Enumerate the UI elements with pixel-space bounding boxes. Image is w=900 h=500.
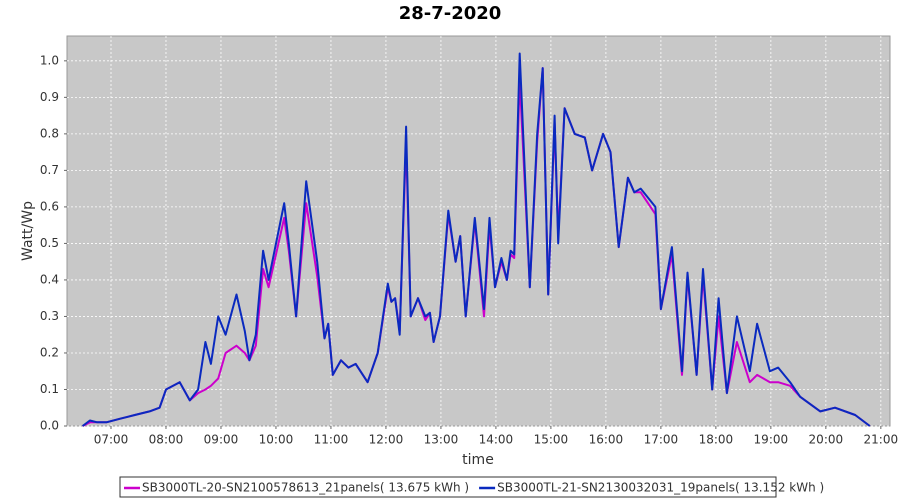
x-tick-label: 13:00 xyxy=(424,433,459,447)
legend-label: SB3000TL-20-SN2100578613_21panels( 13.67… xyxy=(142,481,469,495)
y-axis-label: Watt/Wp xyxy=(20,201,36,261)
y-tick-label: 0.1 xyxy=(40,382,59,396)
plot-area xyxy=(66,35,891,427)
x-tick-label: 11:00 xyxy=(314,433,349,447)
x-tick-label: 16:00 xyxy=(589,433,624,447)
x-tick-label: 12:00 xyxy=(369,433,404,447)
y-tick-label: 0.7 xyxy=(40,163,59,177)
legend xyxy=(119,476,777,498)
y-tick-label: 1.0 xyxy=(40,53,59,67)
series-line xyxy=(81,52,871,427)
y-tick-label: 0.5 xyxy=(40,236,59,250)
chart-title: 28-7-2020 xyxy=(399,3,502,24)
x-axis-label: time xyxy=(462,452,494,468)
x-tick-label: 21:00 xyxy=(864,433,899,447)
x-tick-label: 07:00 xyxy=(94,433,129,447)
x-tick-label: 10:00 xyxy=(259,433,294,447)
x-tick-label: 18:00 xyxy=(699,433,734,447)
x-tick-label: 17:00 xyxy=(644,433,679,447)
y-tick-label: 0.4 xyxy=(40,272,59,286)
y-tick-label: 0.9 xyxy=(40,90,59,104)
x-tick-label: 15:00 xyxy=(534,433,569,447)
x-tick-label: 14:00 xyxy=(479,433,514,447)
x-tick-label: 20:00 xyxy=(809,433,844,447)
x-tick-label: 09:00 xyxy=(204,433,239,447)
y-tick-label: 0.2 xyxy=(40,345,59,359)
y-tick-label: 0.6 xyxy=(40,199,59,213)
y-tick-label: 0.0 xyxy=(40,419,59,433)
y-tick-label: 0.8 xyxy=(40,126,59,140)
y-tick-label: 0.3 xyxy=(40,309,59,323)
legend-label: SB3000TL-21-SN2130032031_19panels( 13.15… xyxy=(497,481,824,495)
x-tick-label: 08:00 xyxy=(149,433,184,447)
x-tick-label: 19:00 xyxy=(754,433,789,447)
